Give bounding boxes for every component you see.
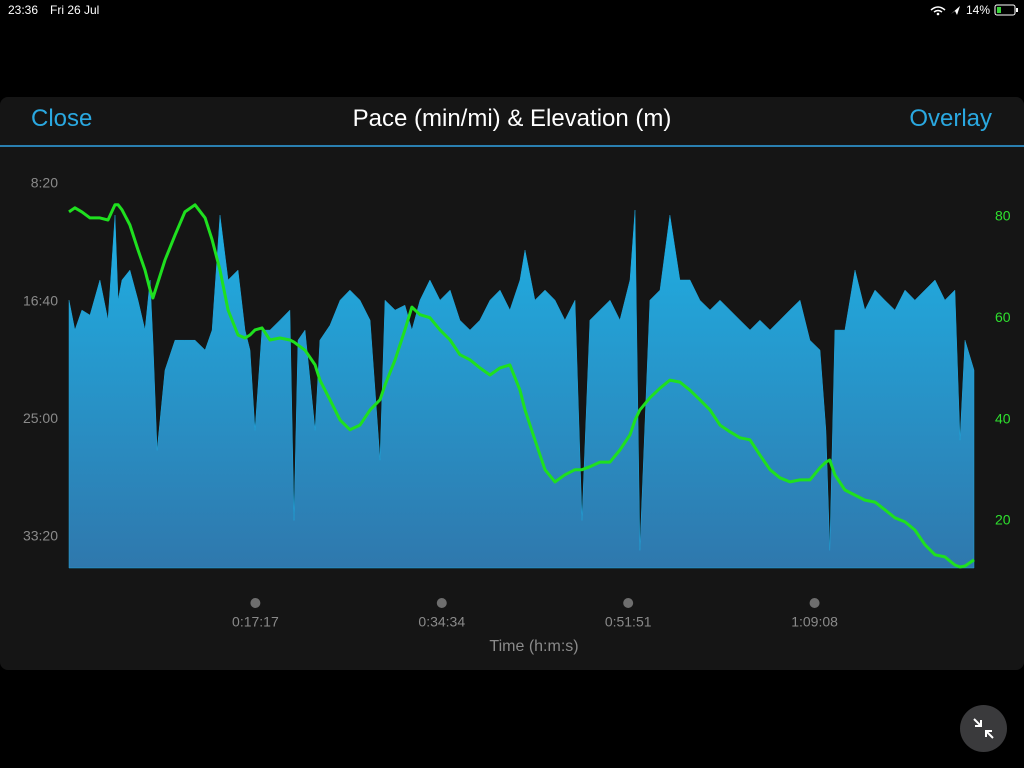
pace-area [68,210,975,569]
close-button[interactable]: Close [31,105,93,132]
x-axis-label: Time (h:m:s) [489,638,578,655]
x-tick-dot [623,598,634,608]
y-tick-label: 33:20 [23,528,58,544]
status-date: Fri 26 Jul [50,3,100,17]
collapse-button[interactable] [960,705,1007,752]
collapse-icon [973,718,994,739]
header-separator [0,145,1024,147]
x-tick-label: 0:51:51 [605,614,652,630]
y-tick-label: 8:20 [31,175,58,191]
elevation-line [68,203,975,569]
y2-tick-label: 20 [995,512,1011,528]
overlay-button[interactable]: Overlay [909,105,992,132]
x-tick-dot [809,598,820,608]
x-tick-dot [250,598,261,608]
x-tick-dot [436,598,447,608]
y2-tick-label: 40 [995,410,1011,426]
chart-title: Pace (min/mi) & Elevation (m) [352,105,672,132]
y2-tick-label: 80 [995,208,1011,224]
x-tick-label: 1:09:08 [791,614,838,630]
x-tick-label: 0:17:17 [232,614,279,630]
y2-tick-label: 60 [995,309,1011,325]
x-tick-label: 0:34:34 [418,614,465,630]
y-tick-label: 16:40 [23,292,58,308]
battery-level: 14% [966,3,991,17]
y-tick-label: 25:00 [23,410,58,426]
status-time: 23:36 [8,3,39,17]
